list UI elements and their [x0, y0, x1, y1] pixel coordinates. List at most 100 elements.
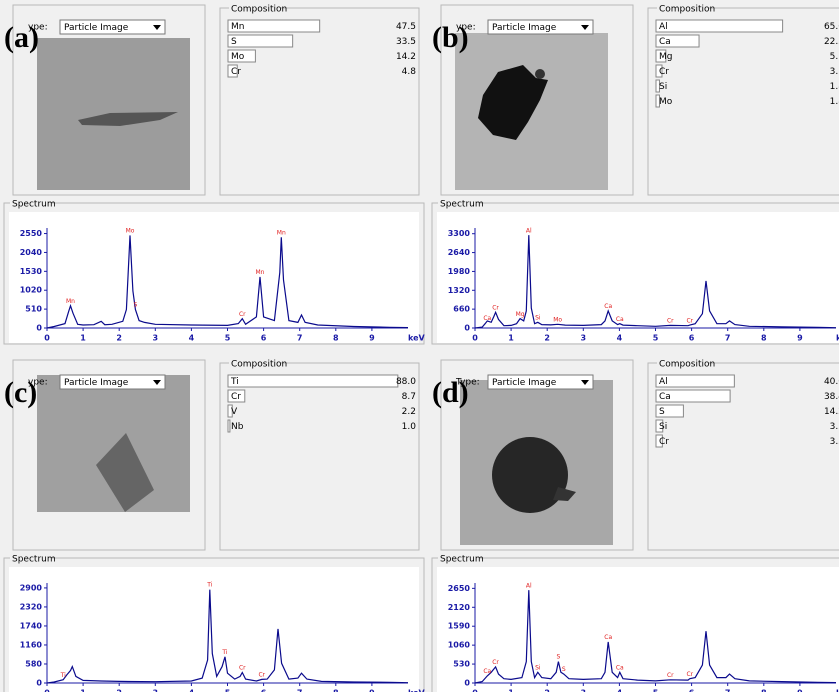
peak-label: S: [556, 654, 560, 661]
composition-title: Composition: [231, 5, 287, 15]
peak-label: Cr: [667, 318, 674, 325]
x-tick-label: 5: [225, 334, 231, 343]
panel: ype: Particle Image (b) Composition Al 65.6 Ca…: [431, 4, 839, 345]
title-bg: [657, 5, 709, 13]
element: Ti: [230, 377, 239, 387]
x-tick-label: 4: [617, 689, 623, 692]
peak-label: Cr: [667, 672, 674, 679]
composition-value: 47.5: [396, 22, 416, 32]
composition-value: 3.3: [830, 437, 839, 447]
dropdown-value: Particle Image: [64, 23, 129, 33]
spectrum-curve: [46, 235, 409, 329]
composition-bar: [655, 19, 784, 33]
panel-label: (a): [4, 21, 39, 54]
dropdown[interactable]: [487, 19, 594, 35]
spectrum-curve: [474, 235, 837, 329]
x-tick-label: 7: [725, 689, 731, 692]
y-tick-label: 0: [36, 324, 42, 333]
particle: [492, 437, 568, 513]
x-tick-label: 1: [508, 689, 514, 692]
y-tick-label: 3300: [448, 229, 471, 238]
peak-label: Mg: [516, 311, 525, 318]
panel-label: (c): [4, 376, 37, 409]
x-tick-label: 2: [544, 334, 550, 343]
x-tick-label: 7: [297, 689, 303, 692]
y-tick-label: 660: [453, 305, 470, 314]
x-unit: keV: [408, 689, 426, 692]
composition-bar: [227, 374, 399, 388]
composition-bar: [655, 79, 660, 93]
composition-bar: [655, 374, 735, 388]
panel-label: (b): [432, 21, 469, 54]
x-tick-label: 5: [653, 334, 659, 343]
title-bg: [438, 199, 480, 207]
dropdown-value: Particle Image: [492, 23, 557, 33]
title-bg: [657, 360, 709, 368]
composition-bar: [655, 389, 731, 403]
element: S: [231, 37, 237, 47]
element: Si: [659, 422, 667, 432]
peak-label: Si: [535, 315, 541, 322]
composition-value: 88.0: [396, 377, 416, 387]
peak-label: Al: [526, 582, 532, 589]
composition-bar: [655, 434, 663, 448]
dropdown-value: Particle Image: [492, 378, 557, 388]
dropdown[interactable]: [487, 374, 594, 390]
peak-label: Si: [535, 664, 541, 671]
peak-label: Mn: [66, 298, 75, 305]
title-bg: [10, 199, 52, 207]
x-tick-label: 3: [153, 334, 159, 343]
x-tick-label: 7: [297, 334, 303, 343]
panel: ype: Particle Image (c) Composition Ti 88.0 Cr…: [3, 359, 426, 692]
x-tick-label: 9: [369, 689, 375, 692]
composition-value: 65.6: [824, 22, 839, 32]
dropdown-value: Particle Image: [64, 378, 129, 388]
composition-bar: [227, 49, 256, 63]
y-tick-label: 1160: [20, 640, 43, 649]
dropdown[interactable]: [59, 374, 166, 390]
particle: [553, 487, 576, 501]
composition-bar: [227, 389, 246, 403]
dropdown[interactable]: [59, 19, 166, 35]
particle: [478, 65, 548, 140]
composition-title: Composition: [659, 5, 715, 15]
peak-label: Cr: [239, 665, 246, 672]
x-tick-label: 0: [44, 689, 50, 692]
peak-label: Ca: [616, 664, 624, 671]
x-tick-label: 1: [80, 689, 86, 692]
x-unit: keV: [836, 334, 839, 343]
x-tick-label: 3: [581, 689, 587, 692]
spectrum-curve: [474, 590, 837, 684]
peak-label: S: [134, 302, 138, 309]
composition-value: 3.1: [830, 67, 839, 77]
element: Mn: [231, 22, 244, 32]
spectrum-title: Spectrum: [440, 200, 484, 210]
x-tick-label: 7: [725, 334, 731, 343]
composition-value: 1.8: [830, 97, 839, 107]
type-label: ype:: [456, 23, 476, 33]
y-tick-label: 2650: [448, 584, 471, 593]
composition-bar: [655, 34, 700, 48]
x-tick-label: 6: [261, 689, 267, 692]
y-tick-label: 2040: [20, 248, 43, 257]
spectrum-title: Spectrum: [12, 200, 56, 210]
element: Cr: [231, 392, 241, 402]
x-tick-label: 2: [544, 689, 550, 692]
y-tick-label: 0: [464, 679, 470, 688]
plot-area: [437, 212, 839, 343]
composition-value: 8.7: [402, 392, 416, 402]
y-tick-label: 1980: [448, 267, 471, 276]
element: Nb: [231, 422, 244, 432]
element: Si: [659, 82, 667, 92]
peak-label: Cr: [258, 672, 265, 679]
peak-label: Cr: [686, 317, 693, 324]
element: S: [659, 407, 665, 417]
composition-bar: [655, 419, 664, 433]
peak-label: Cr: [239, 311, 246, 318]
element: Cr: [659, 437, 669, 447]
spectrum-title: Spectrum: [12, 555, 56, 565]
peak-label: Ca: [483, 668, 491, 675]
particle: [96, 433, 154, 512]
type-label: Type:: [455, 378, 480, 388]
